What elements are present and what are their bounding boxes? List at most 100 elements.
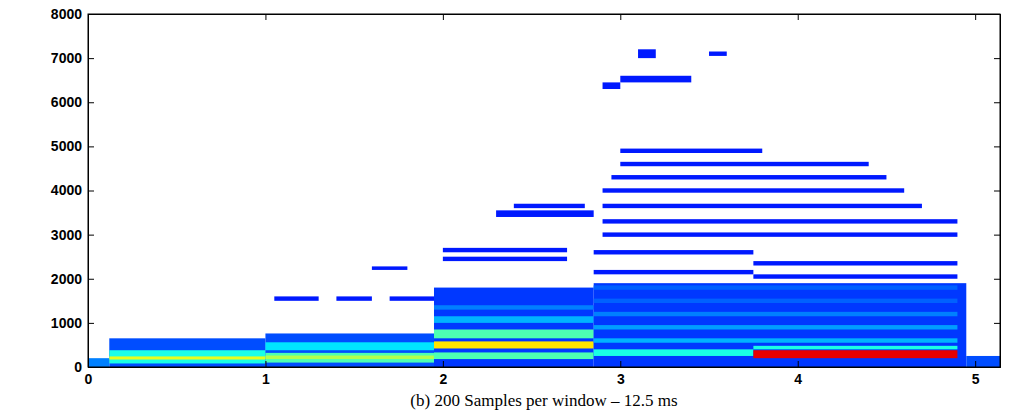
tick-label: 4 — [794, 371, 802, 387]
spectrogram-cell — [443, 257, 567, 261]
tick-mark — [994, 102, 1000, 103]
spectrogram-cell — [620, 149, 762, 153]
spectrogram-cell — [709, 52, 727, 56]
spectrogram-cell — [594, 312, 958, 316]
spectrogram-cell — [594, 283, 967, 367]
spectrogram-cell — [603, 82, 621, 89]
spectrogram-cell — [390, 296, 434, 300]
tick: 2 — [439, 361, 447, 387]
tick-mark — [994, 323, 1000, 324]
spectrogram-cell — [372, 266, 407, 270]
tick-mark — [994, 191, 1000, 192]
tick: 5 — [972, 361, 980, 387]
spectrogram-cell — [434, 316, 594, 323]
spectrogram-cell — [265, 333, 434, 367]
cells — [88, 49, 1000, 367]
spectrogram-cell — [966, 356, 1000, 367]
tick-label: 2 — [439, 371, 447, 387]
tick-mark — [798, 14, 799, 20]
spectrogram-cell — [109, 356, 265, 359]
x-axis-top — [89, 14, 1001, 20]
tick-label: 1 — [262, 371, 270, 387]
tick-mark — [88, 146, 94, 147]
spectrogram-cell — [88, 358, 109, 367]
spectrogram-cell — [594, 325, 958, 329]
spectrogram-cell — [620, 76, 691, 83]
tick-label: 1000 — [51, 315, 82, 331]
spectrogram-cell — [594, 299, 958, 303]
tick-label: 5 — [972, 371, 980, 387]
spectrogram-cell — [753, 350, 957, 358]
spectrogram-cell — [594, 338, 958, 342]
axis-line — [89, 15, 95, 368]
spectrogram-cell — [603, 219, 958, 223]
plot-frame — [88, 14, 1000, 367]
spectrogram-cell — [265, 342, 434, 350]
tick: 3 — [617, 361, 625, 387]
tick-mark — [975, 14, 976, 20]
tick-mark — [88, 191, 94, 192]
spectrogram-cell — [434, 329, 594, 338]
tick — [265, 14, 266, 20]
tick — [994, 235, 1000, 236]
tick: 1 — [262, 361, 270, 387]
tick-mark — [798, 361, 799, 367]
tick-label: 7000 — [51, 50, 82, 66]
spectrogram-cell — [603, 188, 905, 192]
tick-mark — [88, 102, 94, 103]
tick-mark — [443, 14, 444, 20]
tick-label: 3 — [617, 371, 625, 387]
spectrogram-cell — [265, 356, 434, 360]
chart: 012345010002000300040005000600070008000(… — [0, 0, 1015, 412]
tick-label: 0 — [74, 359, 82, 375]
spectrogram-cell — [753, 274, 957, 278]
spectrogram-cell — [594, 270, 754, 274]
tick-mark — [994, 235, 1000, 236]
spectrogram-cell — [434, 341, 594, 348]
spectrogram-cell — [434, 352, 594, 359]
tick-mark — [443, 361, 444, 367]
spectrogram-cell — [443, 248, 567, 252]
tick-mark — [975, 361, 976, 367]
spectrogram-cell — [594, 250, 754, 254]
tick — [443, 14, 444, 20]
caption: (b) 200 Samples per window – 12.5 ms — [410, 391, 677, 410]
tick-label: 2000 — [51, 271, 82, 287]
tick-mark — [620, 14, 621, 20]
spectrogram-cell — [594, 285, 958, 289]
tick — [620, 14, 621, 20]
spectrogram-cell — [611, 175, 886, 179]
tick-label: 3000 — [51, 227, 82, 243]
tick-mark — [88, 279, 94, 280]
spectrogram-cell — [594, 349, 754, 356]
tick-mark — [994, 146, 1000, 147]
x-axis: 0 1 2 3 4 5 — [85, 361, 1001, 387]
spectrogram-cell — [109, 338, 265, 367]
tick-mark — [88, 323, 94, 324]
tick-label: 0 — [85, 371, 93, 387]
tick-mark — [265, 14, 266, 20]
plot: 012345010002000300040005000600070008000 — [51, 6, 1001, 387]
tick — [994, 146, 1000, 147]
tick-label: 5000 — [51, 138, 82, 154]
spectrogram-cell — [265, 353, 434, 363]
tick-mark — [994, 58, 1000, 59]
spectrogram-cell — [109, 350, 265, 363]
tick: 4 — [794, 361, 802, 387]
tick-label: 4000 — [51, 182, 82, 198]
spectrogram-cell — [620, 162, 868, 166]
tick — [994, 102, 1000, 103]
spectrogram-cell — [638, 49, 656, 58]
axis-line — [89, 15, 1001, 21]
spectrogram-cell — [603, 232, 958, 236]
spectrogram-cell — [336, 296, 371, 300]
tick — [798, 14, 799, 20]
tick — [975, 14, 976, 20]
tick-label: 8000 — [51, 6, 82, 22]
spectrogram-cell — [753, 346, 957, 350]
tick — [994, 323, 1000, 324]
tick — [994, 58, 1000, 59]
tick-mark — [265, 361, 266, 367]
spectrogram-cell — [496, 210, 594, 217]
tick — [994, 279, 1000, 280]
